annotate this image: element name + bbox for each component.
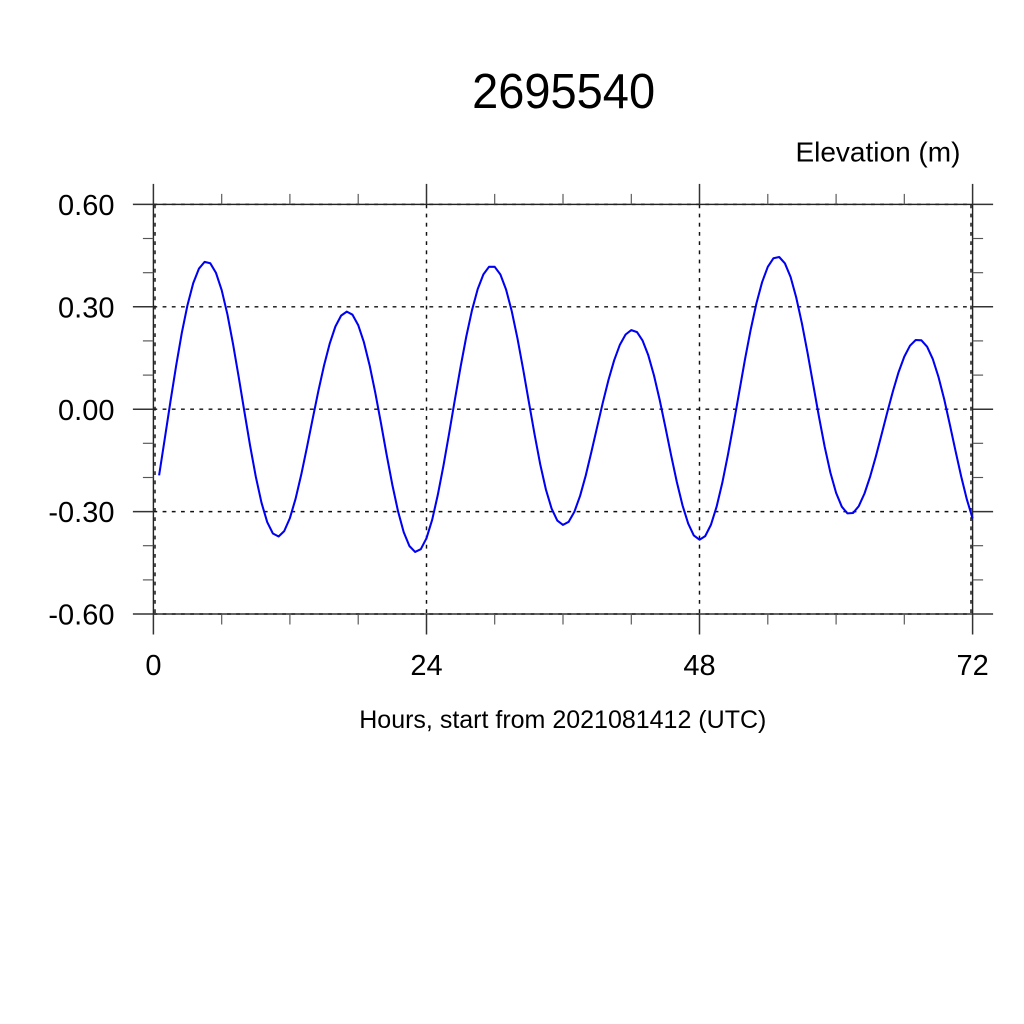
- svg-text:0.30: 0.30: [58, 292, 114, 324]
- svg-text:72: 72: [956, 650, 988, 682]
- svg-text:0: 0: [145, 650, 161, 682]
- svg-text:Hours, start from 2021081412 (: Hours, start from 2021081412 (UTC): [359, 706, 766, 734]
- svg-text:Elevation (m): Elevation (m): [795, 137, 960, 168]
- svg-text:2695540: 2695540: [472, 65, 655, 119]
- svg-text:0.00: 0.00: [58, 395, 114, 427]
- svg-text:-0.60: -0.60: [48, 600, 114, 632]
- svg-text:48: 48: [683, 650, 715, 682]
- svg-text:24: 24: [410, 650, 442, 682]
- svg-text:-0.30: -0.30: [48, 497, 114, 529]
- svg-text:0.60: 0.60: [58, 190, 114, 222]
